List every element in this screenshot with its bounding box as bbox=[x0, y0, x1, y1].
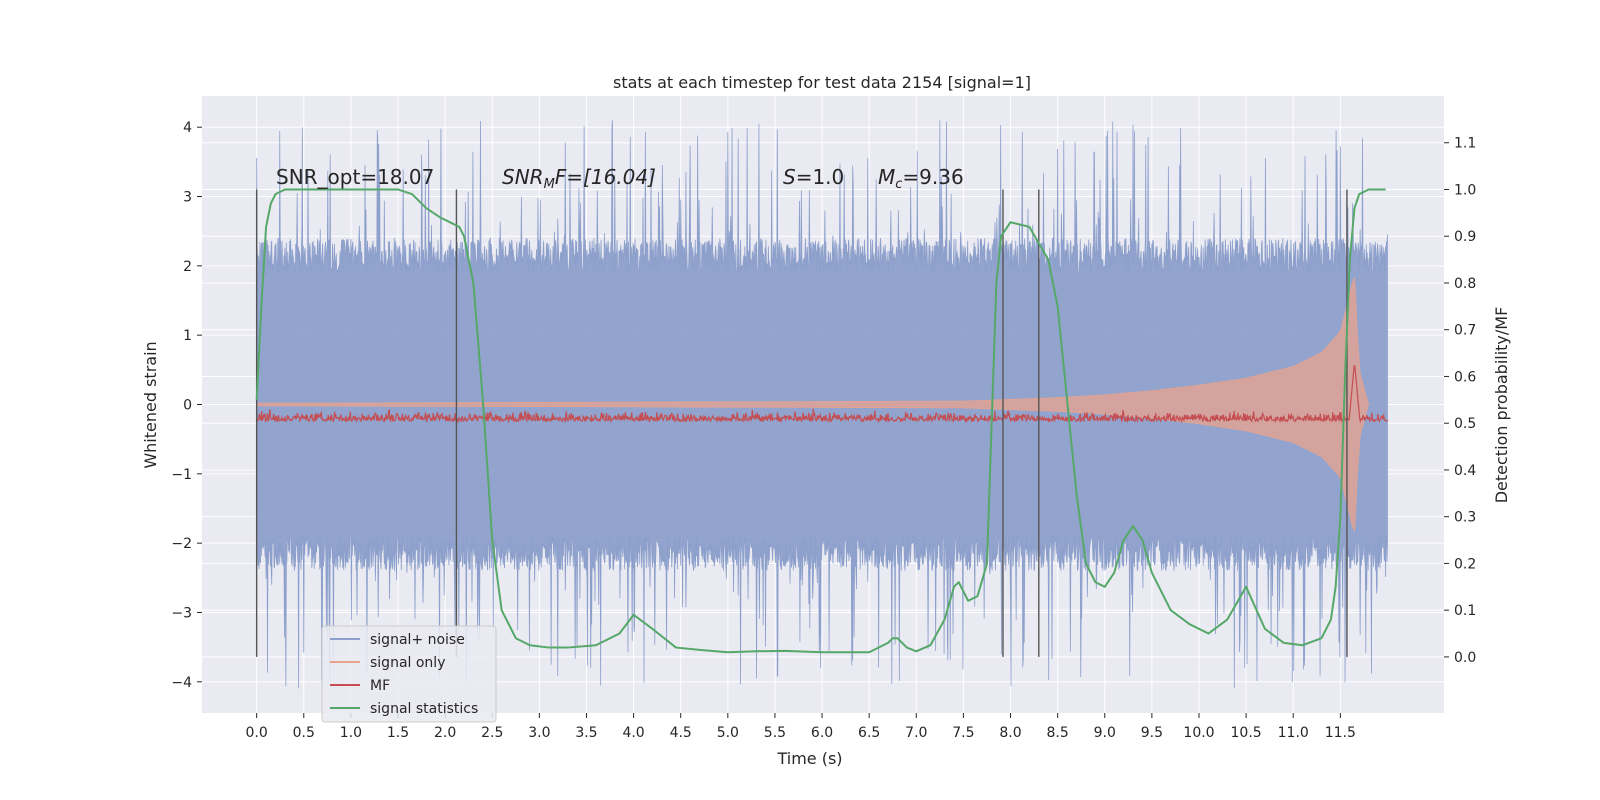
annotation-snr-opt: SNR_opt=18.07 bbox=[276, 165, 434, 189]
chart-title: stats at each timestep for test data 215… bbox=[613, 73, 1031, 92]
annotation-snr-mf: SNRMF=[16.04] bbox=[502, 165, 656, 192]
legend-label-signal-only: signal only bbox=[370, 655, 445, 671]
annotation-mc-label: M bbox=[878, 165, 895, 189]
x-tick-label: 9.0 bbox=[1094, 725, 1116, 741]
y-axis-label-left: Whitened strain bbox=[141, 341, 160, 468]
x-tick-label: 8.5 bbox=[1047, 725, 1069, 741]
x-tick-label: 2.0 bbox=[434, 725, 456, 741]
y-tick-label-right: 0.0 bbox=[1454, 650, 1476, 666]
y-tick-label-left: 0 bbox=[183, 398, 192, 414]
x-tick-label: 8.0 bbox=[999, 725, 1021, 741]
y-tick-label-left: 1 bbox=[183, 328, 192, 344]
y-tick-label-left: 3 bbox=[183, 190, 192, 206]
signal-only-trace bbox=[256, 277, 1369, 532]
x-tick-label: 2.5 bbox=[481, 725, 503, 741]
x-tick-label: 4.0 bbox=[622, 725, 644, 741]
x-tick-label: 5.5 bbox=[764, 725, 786, 741]
legend: signal+ noise signal only MF signal stat… bbox=[321, 625, 497, 723]
x-tick-label: 10.5 bbox=[1231, 725, 1262, 741]
x-tick-label: 7.5 bbox=[952, 725, 974, 741]
annotation-s: S=1.0 bbox=[783, 165, 844, 189]
x-axis: 0.0 0.5 1.0 1.5 2.0 2.5 3.0 3.5 4.0 4.5 5.0 5.5 6.0 6… bbox=[246, 713, 1356, 741]
x-tick-label: 5.0 bbox=[717, 725, 739, 741]
y-axis-left: 4 3 2 1 0 −1 −2 −3 −4 bbox=[171, 120, 202, 691]
y-tick-label-left: −1 bbox=[171, 467, 192, 483]
y-axis-label-right: Detection probability/MF bbox=[1492, 307, 1511, 504]
vertical-markers bbox=[255, 189, 1348, 657]
annotation-mc: Mc=9.36 bbox=[878, 165, 964, 192]
x-tick-label: 6.5 bbox=[858, 725, 880, 741]
y-axis-right: 1.1 1.0 0.9 0.8 0.7 0.6 0.5 0.4 0.3 0.2 0.1 0.0 bbox=[1444, 136, 1476, 666]
y-tick-label-left: −4 bbox=[171, 675, 192, 691]
legend-label-mf: MF bbox=[370, 678, 390, 694]
annotation-snr-mf-rest: F=[16.04] bbox=[555, 165, 656, 189]
annotation-snr-mf-sub: M bbox=[544, 177, 555, 192]
annotation-s-label: S bbox=[783, 165, 796, 189]
y-tick-label-right: 0.6 bbox=[1454, 369, 1476, 385]
y-tick-label-right: 0.8 bbox=[1454, 276, 1476, 292]
x-tick-label: 7.0 bbox=[905, 725, 927, 741]
x-tick-label: 0.0 bbox=[246, 725, 268, 741]
legend-label-signal-statistics: signal statistics bbox=[370, 701, 478, 717]
annotation-mc-sub: c bbox=[895, 177, 902, 192]
x-tick-label: 9.5 bbox=[1141, 725, 1163, 741]
y-tick-label-right: 0.1 bbox=[1454, 603, 1476, 619]
signal-statistics-series bbox=[255, 188, 1386, 654]
x-tick-label: 6.0 bbox=[811, 725, 833, 741]
x-tick-label: 1.5 bbox=[387, 725, 409, 741]
y-tick-label-right: 0.5 bbox=[1454, 416, 1476, 432]
y-tick-label-right: 1.0 bbox=[1454, 182, 1476, 198]
y-tick-label-right: 0.9 bbox=[1454, 229, 1476, 245]
y-tick-label-left: −2 bbox=[171, 536, 192, 552]
legend-label-signal-noise: signal+ noise bbox=[370, 632, 465, 648]
annotation-s-value: =1.0 bbox=[796, 165, 845, 189]
y-tick-label-left: 4 bbox=[183, 120, 192, 136]
x-tick-label: 1.0 bbox=[340, 725, 362, 741]
x-tick-label: 0.5 bbox=[293, 725, 315, 741]
x-tick-label: 10.0 bbox=[1183, 725, 1214, 741]
y-tick-label-right: 0.4 bbox=[1454, 463, 1476, 479]
y-tick-label-right: 0.3 bbox=[1454, 510, 1476, 526]
annotation-mc-value: =9.36 bbox=[902, 165, 963, 189]
x-tick-label: 11.5 bbox=[1325, 725, 1356, 741]
y-tick-label-left: −3 bbox=[171, 605, 192, 621]
x-axis-label: Time (s) bbox=[776, 749, 842, 768]
signal-only-series bbox=[256, 277, 1369, 532]
x-tick-label: 3.5 bbox=[575, 725, 597, 741]
mf-trace bbox=[256, 365, 1389, 424]
y-tick-label-right: 0.7 bbox=[1454, 323, 1476, 339]
y-tick-label-right: 1.1 bbox=[1454, 136, 1476, 152]
y-tick-label-right: 0.2 bbox=[1454, 556, 1476, 572]
legend-box bbox=[321, 625, 497, 723]
signal-statistics-trace bbox=[255, 188, 1386, 654]
x-tick-label: 11.0 bbox=[1278, 725, 1309, 741]
x-tick-label: 4.5 bbox=[670, 725, 692, 741]
y-tick-label-left: 2 bbox=[183, 259, 192, 275]
x-tick-label: 3.0 bbox=[528, 725, 550, 741]
annotation-snr-mf-label: SNR bbox=[502, 165, 544, 189]
mf-series bbox=[256, 365, 1389, 424]
